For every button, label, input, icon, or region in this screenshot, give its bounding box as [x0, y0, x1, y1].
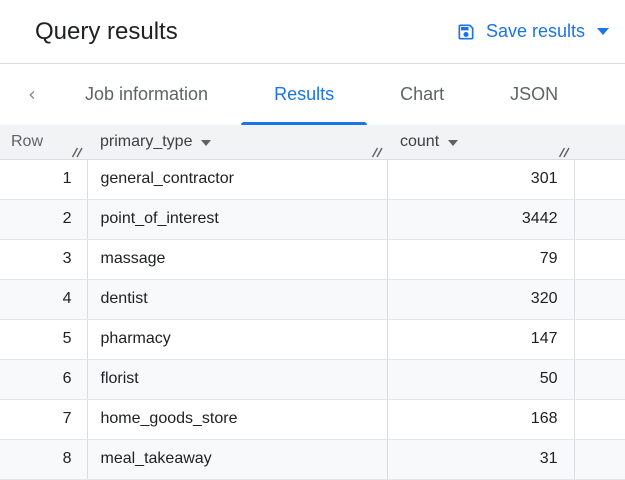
count-cell[interactable]: 301: [386, 159, 574, 200]
tab-label: Chart: [400, 84, 445, 104]
empty-cell: [573, 239, 625, 280]
table-row: 7 home_goods_store 168: [0, 399, 625, 440]
count-cell[interactable]: 3442: [386, 199, 574, 240]
count-cell[interactable]: 147: [386, 319, 574, 360]
primary-type-cell[interactable]: home_goods_store: [86, 399, 387, 440]
count-cell[interactable]: 320: [386, 279, 574, 320]
tab-job-information[interactable]: Job information: [52, 64, 241, 125]
table-row: 6 florist 50: [0, 359, 625, 400]
column-resize-handle[interactable]: [71, 147, 84, 158]
table-row: 2 point_of_interest 3442: [0, 199, 625, 240]
save-icon: [456, 22, 476, 42]
tab-bar: Job information Results Chart JSON: [0, 63, 625, 125]
column-resize-handle[interactable]: [371, 147, 384, 158]
row-number-cell: 8: [0, 439, 87, 480]
dropdown-caret-icon: [597, 28, 609, 35]
column-label: count: [400, 132, 440, 150]
tab-label: Job information: [85, 84, 209, 104]
column-label: primary_type: [100, 132, 193, 150]
primary-type-cell[interactable]: meal_takeaway: [86, 439, 387, 480]
tab-label: JSON: [510, 84, 559, 104]
table-row: 5 pharmacy 147: [0, 319, 625, 360]
primary-type-cell[interactable]: florist: [86, 359, 387, 400]
count-cell[interactable]: 168: [386, 399, 574, 440]
primary-type-cell[interactable]: point_of_interest: [86, 199, 387, 240]
empty-cell: [573, 319, 625, 360]
row-number-cell: 3: [0, 239, 87, 280]
empty-cell: [573, 199, 625, 240]
empty-cell: [573, 439, 625, 480]
empty-cell: [573, 159, 625, 200]
sort-caret-icon: [201, 139, 212, 146]
results-table-header: Row primary_type count: [0, 125, 625, 160]
column-header-count[interactable]: count: [387, 125, 574, 160]
sort-caret-icon: [448, 139, 459, 146]
row-number-cell: 6: [0, 359, 87, 400]
row-number-cell: 5: [0, 319, 87, 360]
column-header-primary-type[interactable]: primary_type: [87, 125, 387, 160]
row-number-cell: 2: [0, 199, 87, 240]
save-results-button[interactable]: Save results: [456, 21, 609, 42]
primary-type-cell[interactable]: general_contractor: [86, 159, 387, 200]
save-results-label: Save results: [485, 21, 585, 41]
column-resize-handle[interactable]: [558, 147, 571, 158]
panel-header: Query results Save results: [0, 0, 625, 63]
empty-cell: [573, 279, 625, 320]
results-table: Row primary_type count: [0, 125, 625, 480]
primary-type-cell[interactable]: dentist: [86, 279, 387, 320]
table-row: 4 dentist 320: [0, 279, 625, 320]
results-table-body: 1 general_contractor 301 2 point_of_inte…: [0, 159, 625, 480]
page-title: Query results: [35, 17, 178, 45]
primary-type-cell[interactable]: massage: [86, 239, 387, 280]
empty-cell: [573, 399, 625, 440]
row-number-cell: 7: [0, 399, 87, 440]
column-header-row: Row: [0, 125, 87, 160]
table-row: 1 general_contractor 301: [0, 159, 625, 200]
column-label: Row: [11, 132, 44, 150]
table-row: 3 massage 79: [0, 239, 625, 280]
empty-cell: [573, 359, 625, 400]
tab-chart[interactable]: Chart: [367, 64, 477, 125]
column-header-spacer: [574, 125, 625, 160]
count-cell[interactable]: 31: [386, 439, 574, 480]
row-number-cell: 4: [0, 279, 87, 320]
chevron-left-icon: [24, 87, 40, 103]
row-number-cell: 1: [0, 159, 87, 200]
table-row: 8 meal_takeaway 31: [0, 439, 625, 480]
count-cell[interactable]: 50: [386, 359, 574, 400]
primary-type-cell[interactable]: pharmacy: [86, 319, 387, 360]
count-cell[interactable]: 79: [386, 239, 574, 280]
tab-json[interactable]: JSON: [477, 64, 591, 125]
tab-results[interactable]: Results: [241, 64, 368, 125]
tab-label: Results: [274, 84, 335, 104]
tabs-scroll-left-button[interactable]: [12, 64, 52, 125]
